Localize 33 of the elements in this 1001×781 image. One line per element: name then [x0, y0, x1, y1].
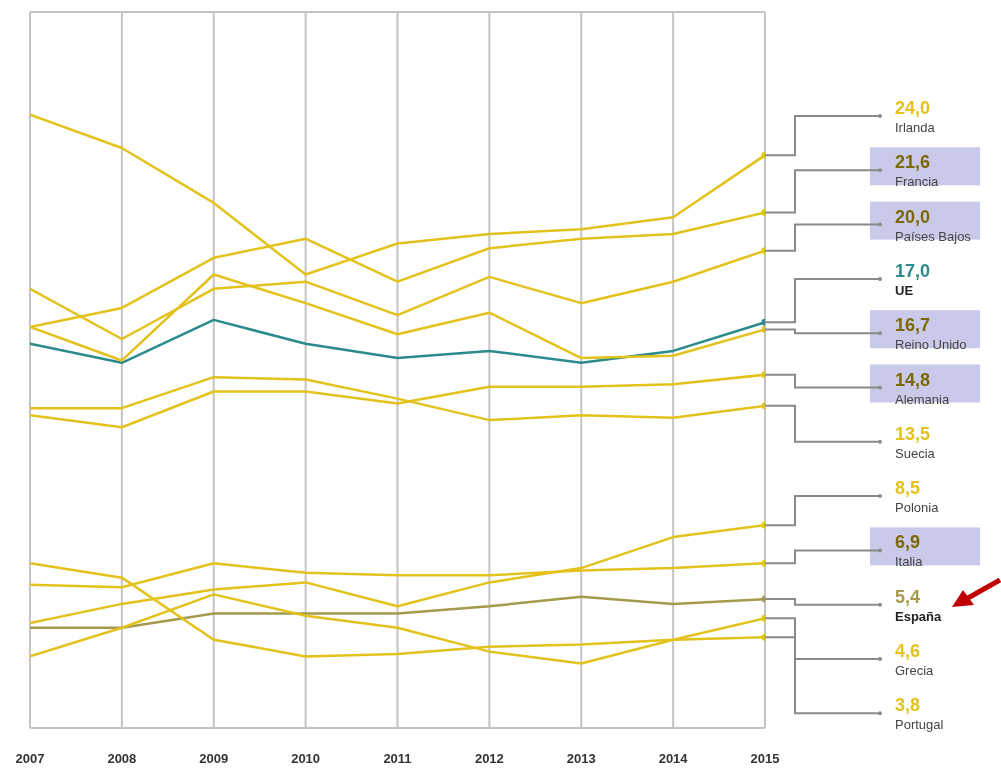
x-tick-label: 2015 [750, 751, 780, 767]
x-tick-label: 2014 [658, 751, 689, 767]
text: Francia [895, 174, 940, 190]
text: UE [895, 282, 914, 298]
data-label: 4,6 [895, 641, 921, 661]
text: Irlanda [895, 120, 936, 135]
x-tick-label: 2009 [199, 751, 229, 767]
text: Reino Unido [895, 337, 967, 353]
data-label: 8,5 [895, 478, 921, 499]
text: Suecia [895, 445, 936, 461]
text: Italia [895, 554, 924, 570]
data-label: 3,8 [895, 695, 921, 716]
text: España [895, 608, 943, 624]
text: Países Bajos [895, 228, 972, 244]
data-label: 21,6 [895, 152, 931, 173]
x-tick-label: 2012 [474, 751, 504, 767]
x-tick-label: 2007 [15, 751, 45, 767]
data-label: 16,7 [895, 315, 931, 336]
x-tick-label: 2011 [383, 751, 412, 767]
x-tick-label: 2010 [291, 751, 321, 767]
text: Alemania [895, 391, 950, 407]
data-label: 6,9 [895, 532, 921, 553]
text: Portugal [895, 717, 944, 733]
x-tick-label: 2013 [566, 751, 596, 767]
data-label: 5,4 [895, 586, 921, 607]
data-label: 14,8 [895, 369, 931, 390]
text: Grecia [895, 663, 935, 678]
text: Polonia [895, 500, 940, 516]
data-label: 17,0 [895, 260, 931, 281]
data-label: 24,0 [895, 98, 931, 118]
data-label: 20,0 [895, 206, 931, 227]
data-label: 13,5 [895, 423, 931, 444]
x-tick-label: 2008 [107, 751, 137, 767]
